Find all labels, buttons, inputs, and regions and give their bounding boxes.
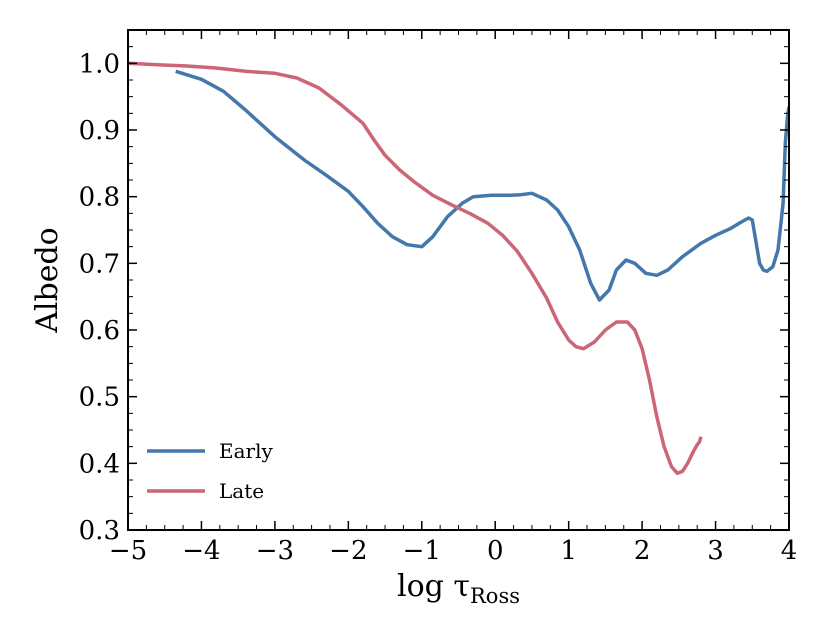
y-tick-label: 0.9 bbox=[79, 116, 120, 146]
x-tick-label: −2 bbox=[329, 536, 367, 566]
x-tick-label: 1 bbox=[560, 536, 577, 566]
y-axis-label: Albedo bbox=[30, 227, 65, 333]
series-layer bbox=[128, 61, 789, 476]
y-tick-label: 0.3 bbox=[79, 516, 120, 546]
x-axis-label-subscript: Ross bbox=[470, 584, 520, 608]
x-axis-label-main: log τ bbox=[397, 569, 470, 604]
x-tick-label: 4 bbox=[781, 536, 798, 566]
x-tick-label: 2 bbox=[634, 536, 651, 566]
legend-label-late: Late bbox=[219, 479, 264, 503]
x-tick-label: 3 bbox=[707, 536, 724, 566]
legend: Early Late bbox=[147, 439, 273, 503]
x-tick-label: −4 bbox=[182, 536, 220, 566]
x-tick-label: −1 bbox=[403, 536, 441, 566]
series-line-late bbox=[128, 61, 703, 476]
x-tick-label: −3 bbox=[256, 536, 294, 566]
x-tick-label: 0 bbox=[487, 536, 504, 566]
legend-label-early: Early bbox=[219, 439, 273, 463]
series-line-early bbox=[175, 69, 789, 302]
y-tick-label: 0.7 bbox=[79, 249, 120, 279]
ticks-layer: −5 −4 −3 −2 −1 0 1 2 3 4 0.3 0.4 0.5 0.6 0.7 0.8 0.9 1.0 bbox=[79, 30, 798, 566]
y-tick-label: 0.5 bbox=[79, 383, 120, 413]
y-tick-label: 0.8 bbox=[79, 183, 120, 213]
y-tick-label: 0.6 bbox=[79, 316, 120, 346]
plot-frame bbox=[127, 29, 790, 531]
x-tick-label: −5 bbox=[109, 536, 147, 566]
y-tick-label: 1.0 bbox=[79, 49, 120, 79]
y-tick-label: 0.4 bbox=[79, 449, 120, 479]
x-axis-label: log τRoss bbox=[397, 569, 520, 608]
